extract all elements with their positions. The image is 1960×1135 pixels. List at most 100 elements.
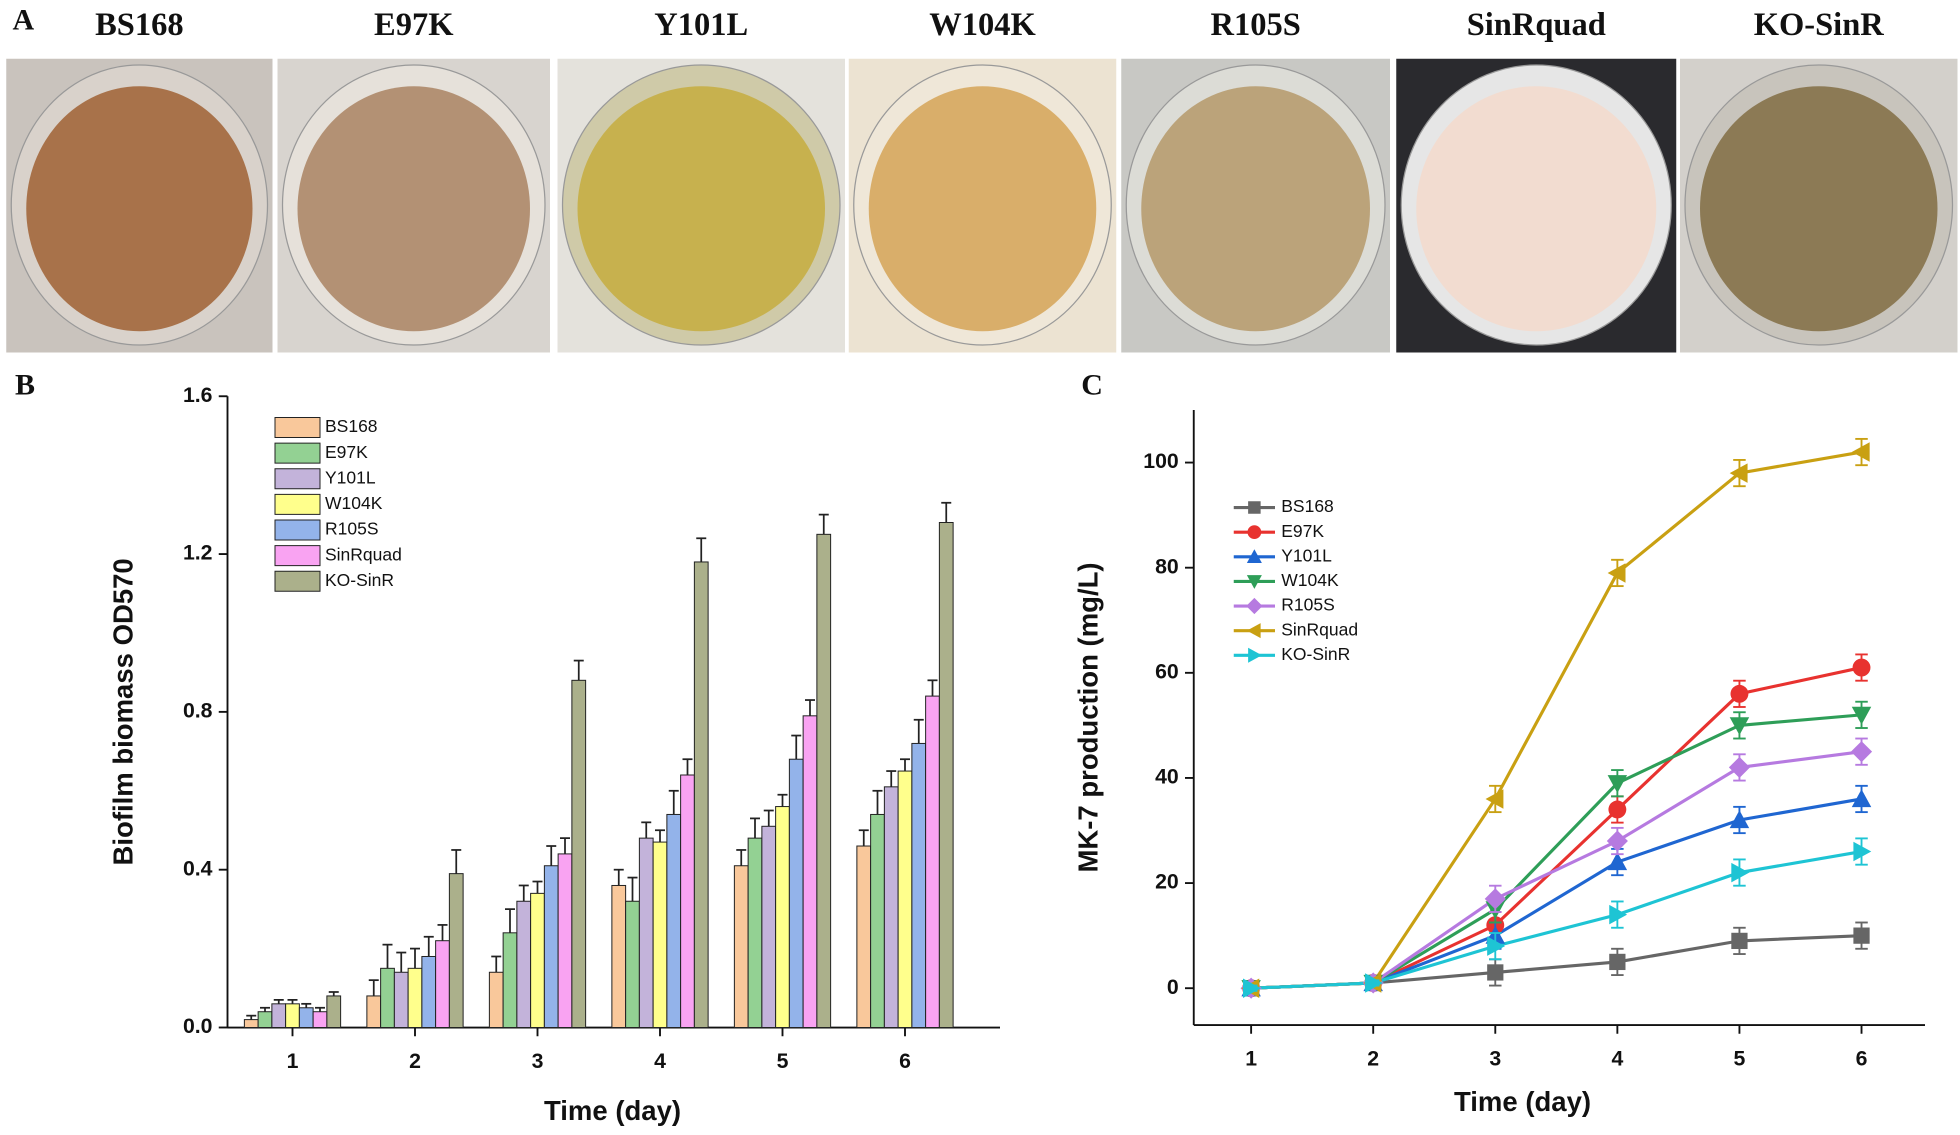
bar [271,1003,287,1028]
marker [1607,563,1626,583]
legend-swatch [274,468,321,490]
error-bar [641,821,652,839]
y-tick-label: 0.0 [183,1014,213,1038]
bar [488,971,504,1028]
x-tick-label: 1 [1245,1047,1257,1071]
error-bar [423,935,434,957]
photo-label: W104K [929,7,1036,43]
error-bar [791,734,802,760]
marker [1607,852,1628,871]
legend-swatch [274,519,321,541]
photo-label: SinRquad [1467,7,1606,43]
marker [1485,789,1504,809]
legend-label: Y101L [325,467,376,487]
bar [938,522,954,1028]
legend-swatch [274,417,321,438]
legend-label: SinRquad [325,544,402,564]
legend-swatch [274,570,321,592]
bar [435,940,450,1028]
error-bar [368,979,379,996]
error-bar [301,1002,312,1008]
series-line [1251,713,1862,990]
bar [897,770,913,1028]
marker [1607,775,1628,793]
error-bar [750,817,760,839]
error-bar [505,908,515,933]
error-bar [913,718,924,744]
bar [911,742,927,1028]
legend-marker [1248,647,1262,663]
legend-marker [1246,575,1262,589]
y-tick-label: 1.6 [183,383,213,407]
marker [1851,442,1870,462]
x-tick-label: 6 [1856,1047,1868,1071]
error-bar [491,955,502,973]
bar [312,1011,328,1028]
bar [925,695,940,1028]
x-tick-label: 2 [1367,1047,1379,1071]
error-bar [246,1014,257,1020]
legend-swatch [274,545,321,567]
legend-swatch [274,442,321,464]
photo-label: KO-SinR [1754,7,1885,43]
bar [257,1011,273,1028]
error-bar [872,789,883,815]
panel-label: A [13,3,35,36]
biofilm [297,86,530,332]
bar [516,900,532,1028]
bar [543,865,559,1028]
x-tick-label: 1 [287,1049,299,1073]
legend-label: SinRquad [1281,619,1358,639]
error-bar [328,991,339,996]
bar [652,841,668,1028]
bar [816,533,832,1028]
marker [1729,717,1750,736]
error-bar [532,880,543,894]
bar [883,786,899,1028]
error-bar [315,1006,325,1012]
error-bar [858,829,869,847]
x-tick-label: 2 [409,1049,421,1073]
bar [638,837,654,1028]
error-bar [437,924,448,941]
bar [530,892,545,1028]
marker [1487,936,1506,956]
series-line [1251,750,1862,990]
biofilm [1141,86,1370,332]
bar [856,845,872,1028]
legend-label: BS168 [325,416,378,436]
marker [1731,862,1750,883]
bar [733,865,749,1028]
photo-label: E97K [374,7,454,43]
legend-label: R105S [1281,595,1335,615]
bar [611,884,627,1028]
marker [1851,706,1872,725]
error-bar [451,849,462,874]
error-bar [818,513,829,535]
y-tick-label: 60 [1155,659,1179,683]
y-tick-label: 1.2 [183,541,213,565]
legend-label: W104K [1281,570,1339,590]
error-bar [682,758,693,775]
marker [1852,658,1871,677]
bar [666,813,682,1028]
error-bar [518,884,529,902]
error-bar [560,837,570,854]
x-tick-label: 3 [532,1049,544,1073]
legend-swatch [274,493,321,515]
x-tick-label: 3 [1489,1047,1501,1071]
error-bar [573,659,584,681]
x-axis-title: Time (day) [1454,1086,1591,1117]
error-bar [655,829,665,843]
marker [1731,932,1748,950]
marker [1851,789,1872,808]
error-bar [410,947,420,969]
error-bar [546,845,557,866]
error-bar [273,999,284,1004]
y-tick-label: 0.8 [183,698,213,722]
biofilm [1416,86,1657,332]
legend-label: BS168 [1281,496,1334,516]
bar [366,995,382,1028]
panel-label: C [1081,368,1103,401]
